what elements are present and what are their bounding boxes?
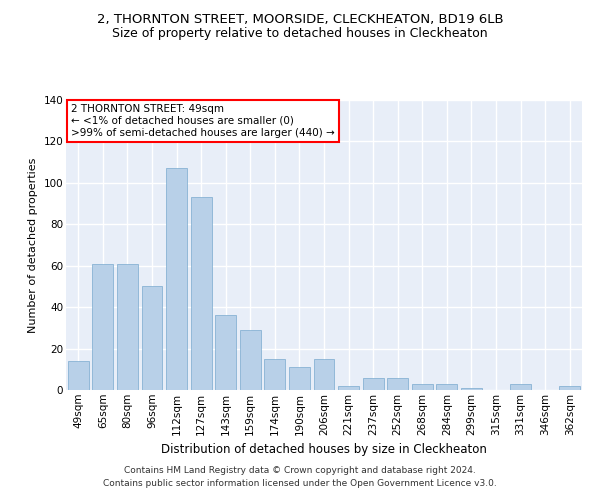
Bar xyxy=(92,264,113,390)
Bar xyxy=(387,378,408,390)
Text: Size of property relative to detached houses in Cleckheaton: Size of property relative to detached ho… xyxy=(112,28,488,40)
Bar xyxy=(436,384,457,390)
Bar xyxy=(362,378,383,390)
Text: Contains HM Land Registry data © Crown copyright and database right 2024.
Contai: Contains HM Land Registry data © Crown c… xyxy=(103,466,497,487)
Bar xyxy=(191,198,212,390)
Bar xyxy=(215,316,236,390)
Bar xyxy=(289,367,310,390)
Bar xyxy=(338,386,359,390)
Text: 2, THORNTON STREET, MOORSIDE, CLECKHEATON, BD19 6LB: 2, THORNTON STREET, MOORSIDE, CLECKHEATO… xyxy=(97,12,503,26)
Bar xyxy=(314,359,334,390)
Bar xyxy=(142,286,163,390)
Bar xyxy=(240,330,261,390)
Bar xyxy=(461,388,482,390)
Bar xyxy=(68,361,89,390)
Bar xyxy=(412,384,433,390)
Bar xyxy=(166,168,187,390)
Bar xyxy=(510,384,531,390)
Bar xyxy=(265,359,286,390)
Text: 2 THORNTON STREET: 49sqm
← <1% of detached houses are smaller (0)
>99% of semi-d: 2 THORNTON STREET: 49sqm ← <1% of detach… xyxy=(71,104,335,138)
X-axis label: Distribution of detached houses by size in Cleckheaton: Distribution of detached houses by size … xyxy=(161,443,487,456)
Bar xyxy=(559,386,580,390)
Y-axis label: Number of detached properties: Number of detached properties xyxy=(28,158,38,332)
Bar xyxy=(117,264,138,390)
